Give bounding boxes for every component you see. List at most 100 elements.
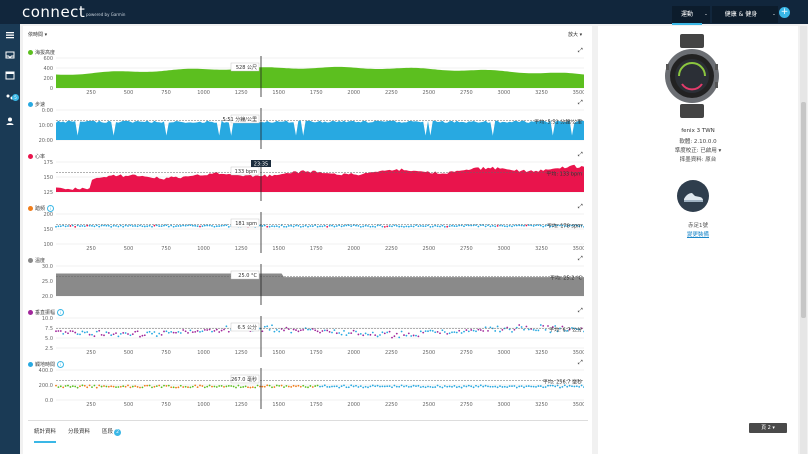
- cadence-chart[interactable]: 200 150 100 250 500 750 1000 1250 1500 1750 2000 22…: [28, 212, 584, 253]
- data-point: [220, 329, 223, 332]
- data-point: [167, 331, 170, 334]
- tab-segments[interactable]: 區段 2: [102, 427, 122, 436]
- device-accuracy-dropdown[interactable]: 準度校正: 已啟用 ▾: [674, 148, 722, 154]
- garmin-connect-logo[interactable]: connect: [22, 3, 86, 21]
- x-tick-label: 1250: [235, 350, 248, 356]
- expand-icon[interactable]: ⤢: [578, 307, 583, 314]
- expand-icon[interactable]: ⤢: [578, 359, 583, 366]
- pace-chart[interactable]: 0:00 10:00 20:00 5:51 分鐘/公里 平均: 5:51 分鐘/公里: [28, 108, 584, 149]
- page-scrollbar[interactable]: [800, 26, 807, 454]
- data-point: [542, 324, 545, 327]
- data-point: [184, 330, 187, 333]
- data-point: [393, 224, 396, 227]
- y-tick-label: 600: [43, 56, 53, 62]
- data-point: [203, 386, 206, 389]
- data-point: [211, 330, 213, 333]
- add-button[interactable]: +: [779, 7, 790, 18]
- tab-laps[interactable]: 分段資料: [68, 429, 91, 435]
- data-point: [407, 225, 410, 228]
- data-point: [69, 386, 72, 388]
- data-point: [362, 334, 365, 337]
- info-icon[interactable]: i: [57, 361, 65, 368]
- data-point: [321, 225, 324, 228]
- data-point: [455, 225, 458, 227]
- data-point: [427, 385, 429, 388]
- temperature-chart[interactable]: 30.0 25.0 20.0 25.0 °C 平均: 25.2 °C: [28, 264, 584, 305]
- data-point: [535, 386, 537, 388]
- data-point: [345, 224, 348, 227]
- data-point: [93, 384, 96, 387]
- data-point: [537, 385, 540, 387]
- calendar-icon[interactable]: [5, 70, 15, 80]
- change-gear-link[interactable]: 變更裝備: [686, 232, 709, 238]
- data-point: [127, 384, 129, 387]
- tab-activities-dropdown[interactable]: -: [702, 6, 710, 23]
- data-point: [110, 334, 113, 337]
- data-point: [146, 225, 149, 228]
- data-point: [86, 224, 89, 227]
- data-point: [215, 225, 218, 228]
- expand-icon[interactable]: ⤢: [578, 99, 583, 106]
- data-point: [158, 384, 161, 387]
- tab-health-dropdown[interactable]: -: [770, 6, 778, 23]
- tooltip-box: [230, 166, 260, 176]
- info-icon[interactable]: i: [47, 205, 55, 212]
- tab-activities[interactable]: 運動: [672, 6, 702, 25]
- data-point: [580, 224, 583, 227]
- x-tick-label: 1000: [197, 402, 210, 408]
- data-point: [69, 225, 72, 227]
- expand-icon[interactable]: ⤢: [578, 203, 583, 210]
- data-point: [218, 385, 221, 387]
- data-point: [151, 386, 153, 389]
- expand-icon[interactable]: ⤢: [578, 151, 583, 158]
- expand-icon[interactable]: ⤢: [578, 255, 583, 262]
- data-point: [448, 385, 451, 388]
- average-label: 平均: 133 bpm: [546, 171, 582, 178]
- data-point: [554, 325, 557, 327]
- inbox-icon[interactable]: [5, 50, 15, 60]
- x-axis-mode-dropdown[interactable]: 依時間 ▾: [28, 32, 48, 38]
- tab-stats[interactable]: 統計資料: [34, 427, 57, 443]
- scrollbar-thumb[interactable]: [801, 102, 806, 318]
- info-icon[interactable]: i: [57, 309, 65, 316]
- data-point: [477, 225, 480, 228]
- menu-icon[interactable]: [5, 30, 15, 40]
- ground-contact-time-chart[interactable]: 400.0 200.0 0.0 250 500 750 1000 1250 1500 1750 20…: [28, 368, 584, 409]
- vertical-oscillation-chart[interactable]: 10.0 7.5 5.0 2.5 250 500 750 1000 1250 1500 1750 20…: [28, 316, 584, 357]
- tab-health-fitness[interactable]: 健康 & 健身: [712, 6, 770, 23]
- gear-shoe-avatar[interactable]: [677, 180, 709, 212]
- expand-icon[interactable]: ⤢: [578, 47, 583, 54]
- zoom-dropdown[interactable]: 放大 ▾: [568, 32, 583, 38]
- data-point: [355, 330, 357, 333]
- x-tick-label: 2250: [385, 402, 398, 408]
- data-point: [422, 385, 425, 388]
- data-point: [395, 332, 398, 335]
- tooltip-box: [230, 270, 260, 280]
- x-tick-label: 2500: [422, 90, 435, 96]
- data-point: [141, 386, 144, 389]
- data-point: [350, 225, 353, 228]
- data-point: [131, 225, 134, 227]
- x-tick-label: 1000: [197, 90, 210, 96]
- data-point: [350, 332, 353, 334]
- data-point: [347, 224, 350, 227]
- data-point: [439, 385, 441, 388]
- data-point: [62, 332, 65, 335]
- data-point: [275, 328, 278, 331]
- data-point: [563, 329, 566, 332]
- x-tick-label: 3000: [498, 90, 511, 96]
- data-point: [398, 385, 401, 388]
- data-point: [124, 332, 127, 334]
- profile-icon[interactable]: [5, 116, 15, 126]
- page-selector[interactable]: 頁 2 ▾: [749, 423, 787, 433]
- data-point: [297, 384, 300, 387]
- data-point: [67, 225, 69, 227]
- data-point: [374, 334, 377, 337]
- data-point: [326, 329, 329, 332]
- data-point: [506, 386, 509, 389]
- data-point: [223, 224, 225, 227]
- data-point: [81, 330, 84, 333]
- data-point: [256, 384, 259, 387]
